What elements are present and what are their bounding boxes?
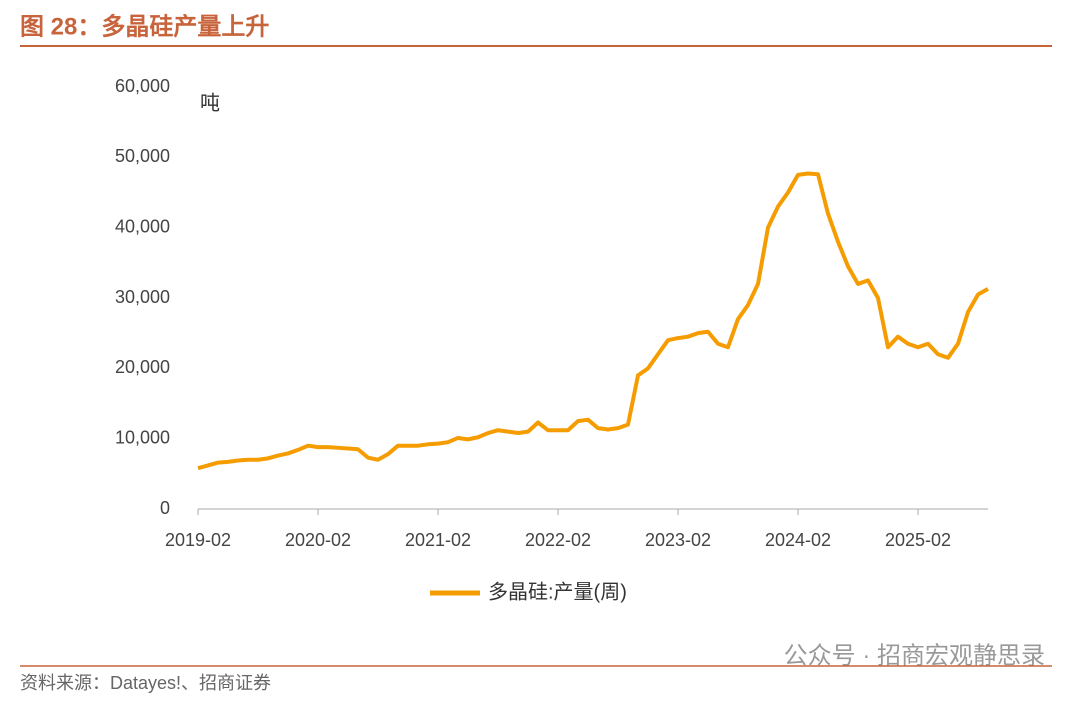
legend-label: 多晶硅:产量(周) (488, 580, 627, 603)
x-tick-label: 2024-02 (765, 530, 831, 550)
source: 资料来源：Datayes!、招商证券 (20, 673, 271, 693)
x-tick-label: 2022-02 (525, 530, 591, 550)
watermark: 公众号 · 招商宏观静思录 (784, 642, 1045, 669)
y-tick-label: 30,000 (115, 287, 170, 307)
y-tick-label: 40,000 (115, 216, 170, 236)
y-tick-label: 10,000 (115, 427, 170, 447)
y-unit: 吨 (200, 91, 220, 114)
y-tick-label: 20,000 (115, 357, 170, 377)
y-tick-label: 50,000 (115, 146, 170, 166)
chart-title: 图 28：多晶硅产量上升 (20, 12, 269, 40)
x-tick-label: 2021-02 (405, 530, 471, 550)
data-line (197, 171, 989, 471)
x-tick-label: 2019-02 (165, 530, 231, 550)
x-tick-label: 2025-02 (885, 530, 951, 550)
x-tick-label: 2023-02 (645, 530, 711, 550)
y-tick-label: 0 (160, 498, 170, 518)
y-tick-label: 60,000 (115, 76, 170, 96)
x-tick-label: 2020-02 (285, 530, 351, 550)
